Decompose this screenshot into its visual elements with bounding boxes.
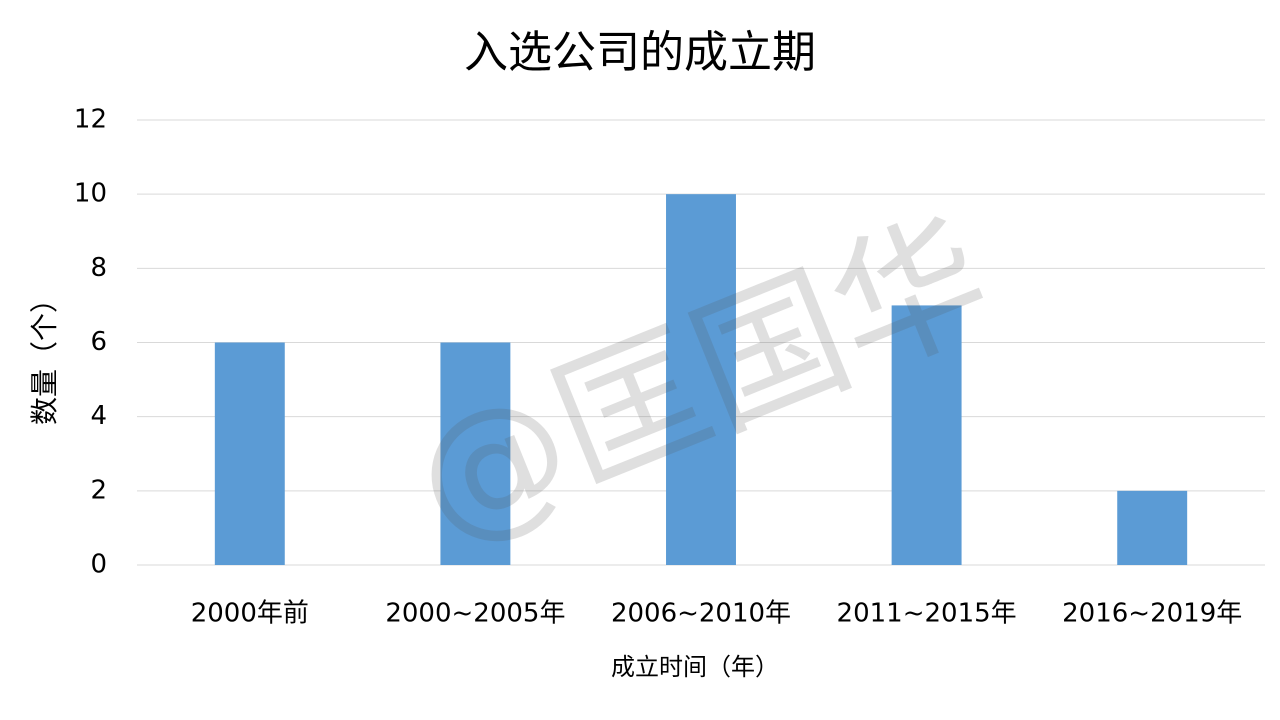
bar bbox=[214, 342, 285, 565]
x-axis-label: 成立时间（年） bbox=[611, 653, 779, 681]
x-tick-label: 2006~2010年 bbox=[611, 599, 791, 629]
y-tick-label: 2 bbox=[90, 475, 107, 505]
y-tick-label: 0 bbox=[90, 550, 107, 580]
x-tick-label: 2016~2019年 bbox=[1062, 599, 1242, 629]
y-axis-label: 数量（个） bbox=[28, 285, 61, 425]
x-tick-label: 2011~2015年 bbox=[837, 599, 1017, 629]
bar bbox=[891, 305, 962, 565]
chart-title: 入选公司的成立期 bbox=[464, 27, 816, 78]
x-tick-label: 2000年前 bbox=[191, 599, 309, 629]
bar bbox=[440, 342, 511, 565]
y-tick-label: 4 bbox=[90, 401, 107, 431]
bar bbox=[666, 194, 736, 565]
y-tick-label: 8 bbox=[90, 253, 107, 283]
y-tick-label: 10 bbox=[74, 179, 107, 209]
y-tick-label: 12 bbox=[74, 105, 107, 135]
y-tick-label: 6 bbox=[90, 327, 107, 357]
x-tick-label: 2000~2005年 bbox=[385, 599, 565, 629]
bar bbox=[1117, 490, 1188, 565]
